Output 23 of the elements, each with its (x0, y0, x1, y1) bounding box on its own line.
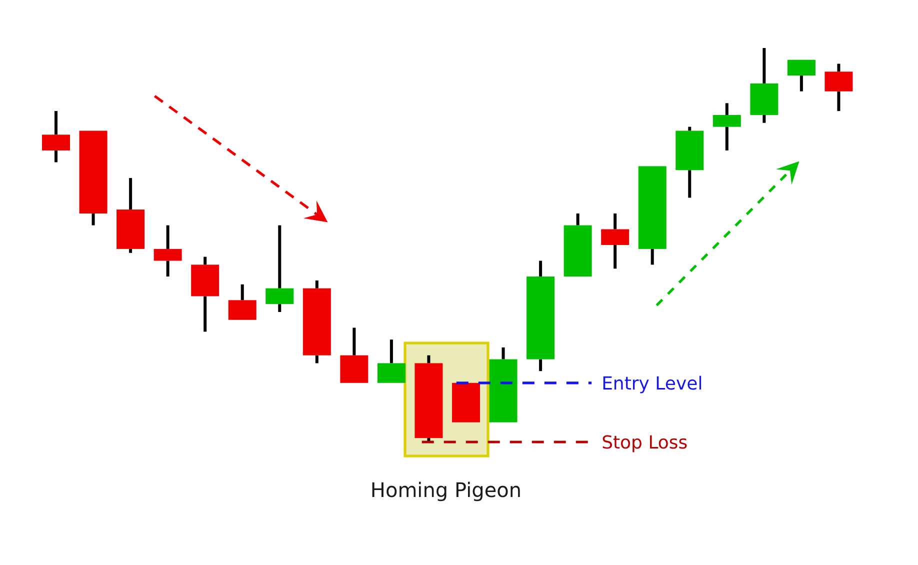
candlestick (601, 213, 630, 269)
candlestick (452, 382, 480, 422)
candlestick (79, 130, 108, 226)
candlestick (340, 328, 368, 383)
candlestick (266, 225, 294, 312)
candlestick (116, 178, 145, 253)
candlestick (228, 284, 256, 320)
candlestick (191, 256, 220, 332)
candlestick (42, 111, 70, 162)
candlestick (824, 64, 853, 112)
candlestick (302, 280, 331, 364)
candlestick (750, 48, 778, 123)
candlestick (526, 260, 555, 372)
candlestick (712, 103, 741, 150)
ref-line-label: Stop Loss (602, 432, 688, 454)
candlestick (377, 340, 406, 383)
candlestick (564, 213, 592, 277)
candlestick (154, 225, 182, 277)
ref-line-label: Entry Level (602, 373, 703, 394)
candlestick (787, 60, 816, 92)
text: Homing Pigeon (370, 478, 522, 502)
candlestick (489, 347, 518, 422)
candlestick (638, 166, 666, 265)
